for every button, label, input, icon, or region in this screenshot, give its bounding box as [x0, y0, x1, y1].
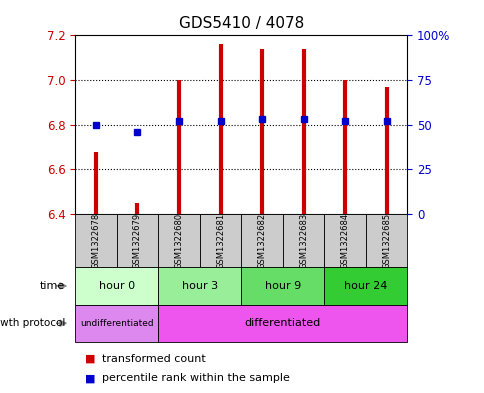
Text: GSM1322679: GSM1322679: [133, 213, 142, 269]
Bar: [75, 214, 117, 267]
Text: GSM1322685: GSM1322685: [381, 213, 390, 269]
Bar: [158, 305, 407, 342]
Bar: [324, 214, 365, 267]
Text: GDS5410 / 4078: GDS5410 / 4078: [178, 16, 303, 31]
Text: ■: ■: [85, 354, 95, 364]
Text: differentiated: differentiated: [244, 318, 320, 328]
Bar: [241, 267, 324, 305]
Text: GSM1322683: GSM1322683: [299, 213, 307, 269]
Text: GSM1322678: GSM1322678: [91, 213, 100, 269]
Bar: [282, 214, 324, 267]
Text: time: time: [40, 281, 65, 291]
Text: hour 9: hour 9: [264, 281, 300, 291]
Bar: [365, 214, 407, 267]
Text: undifferentiated: undifferentiated: [80, 319, 153, 328]
Bar: [241, 214, 282, 267]
Bar: [75, 305, 158, 342]
Bar: [324, 267, 407, 305]
Text: ■: ■: [85, 373, 95, 383]
Bar: [117, 214, 158, 267]
Bar: [158, 214, 199, 267]
Text: GSM1322681: GSM1322681: [215, 213, 225, 269]
Bar: [199, 214, 241, 267]
Text: hour 3: hour 3: [182, 281, 217, 291]
Text: hour 0: hour 0: [98, 281, 135, 291]
Bar: [158, 267, 241, 305]
Text: growth protocol: growth protocol: [0, 318, 65, 328]
Text: hour 24: hour 24: [344, 281, 387, 291]
Text: GSM1322682: GSM1322682: [257, 213, 266, 269]
Text: GSM1322684: GSM1322684: [340, 213, 349, 269]
Text: transformed count: transformed count: [102, 354, 205, 364]
Text: percentile rank within the sample: percentile rank within the sample: [102, 373, 289, 383]
Bar: [75, 267, 158, 305]
Text: GSM1322680: GSM1322680: [174, 213, 183, 269]
